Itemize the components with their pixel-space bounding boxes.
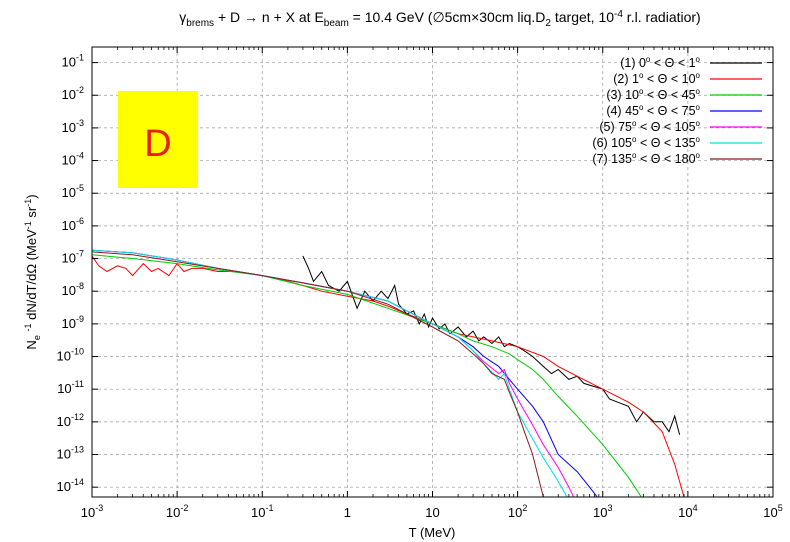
- x-tick-label: 105: [763, 503, 782, 520]
- y-tick-label: 10-1: [62, 53, 84, 70]
- y-axis-ticks: 10-1 10-2 10-3 10-4 10-5 10-6 10-7 10-8 10-9 10-1…: [57, 53, 773, 494]
- y-tick-label: 10-6: [62, 216, 84, 233]
- y-tick-label: 10-10: [57, 347, 84, 364]
- y-tick-label: 10-7: [62, 249, 84, 266]
- x-tick-label: 10: [425, 505, 439, 520]
- x-tick-label: 10-3: [81, 503, 103, 520]
- x-axis-ticks: 10-3 10-2 10-1 1 10 102 103 104 105: [81, 47, 783, 520]
- grid: [92, 47, 773, 497]
- y-tick-label: 10-11: [57, 379, 84, 396]
- series-lines: [92, 249, 685, 497]
- x-tick-label: 10-1: [251, 503, 273, 520]
- legend-label-6: (6) 105o < Θ < 135o: [592, 135, 700, 150]
- y-axis-label: Ne -1 dN/dT/dΩ (MeV-1 sr-1): [23, 194, 42, 349]
- badge-label: D: [144, 123, 171, 165]
- y-tick-label: 10-5: [62, 183, 84, 200]
- series-1-line: [302, 255, 681, 435]
- x-tick-label: 1: [344, 505, 351, 520]
- x-tick-label: 103: [593, 503, 612, 520]
- y-tick-label: 10-8: [62, 281, 84, 298]
- legend-label-4: (4) 45o < Θ < 75o: [606, 103, 700, 118]
- y-tick-label: 10-9: [62, 314, 84, 331]
- legend-label-2: (2) 1o < Θ < 10o: [613, 71, 700, 86]
- y-tick-label: 10-4: [62, 151, 84, 168]
- y-tick-label: 10-12: [57, 412, 84, 429]
- y-tick-label: 10-14: [57, 477, 84, 494]
- legend-label-3: (3) 10o < Θ < 45o: [606, 87, 700, 102]
- badge-background: [118, 91, 198, 188]
- legend-label-5: (5) 75o < Θ < 105o: [599, 119, 700, 134]
- chart-title: γbrems + D → n + X at Ebeam = 10.4 GeV (…: [179, 9, 700, 29]
- y-tick-label: 10-3: [62, 118, 84, 135]
- x-tick-label: 102: [508, 503, 527, 520]
- badge-d: D: [118, 91, 198, 188]
- x-tick-label: 104: [678, 503, 697, 520]
- legend: (1) 0o < Θ < 1o(2) 1o < Θ < 10o(3) 10o <…: [592, 55, 762, 166]
- series-7-line: [92, 251, 544, 497]
- x-tick-label: 10-2: [166, 503, 188, 520]
- legend-label-7: (7) 135o < Θ < 180o: [592, 151, 700, 166]
- legend-label-1: (1) 0o < Θ < 1o: [620, 55, 700, 70]
- y-tick-label: 10-2: [62, 85, 84, 102]
- x-axis-label: T (MeV): [409, 525, 456, 540]
- y-tick-label: 10-13: [57, 445, 84, 462]
- series-2-line: [92, 255, 685, 497]
